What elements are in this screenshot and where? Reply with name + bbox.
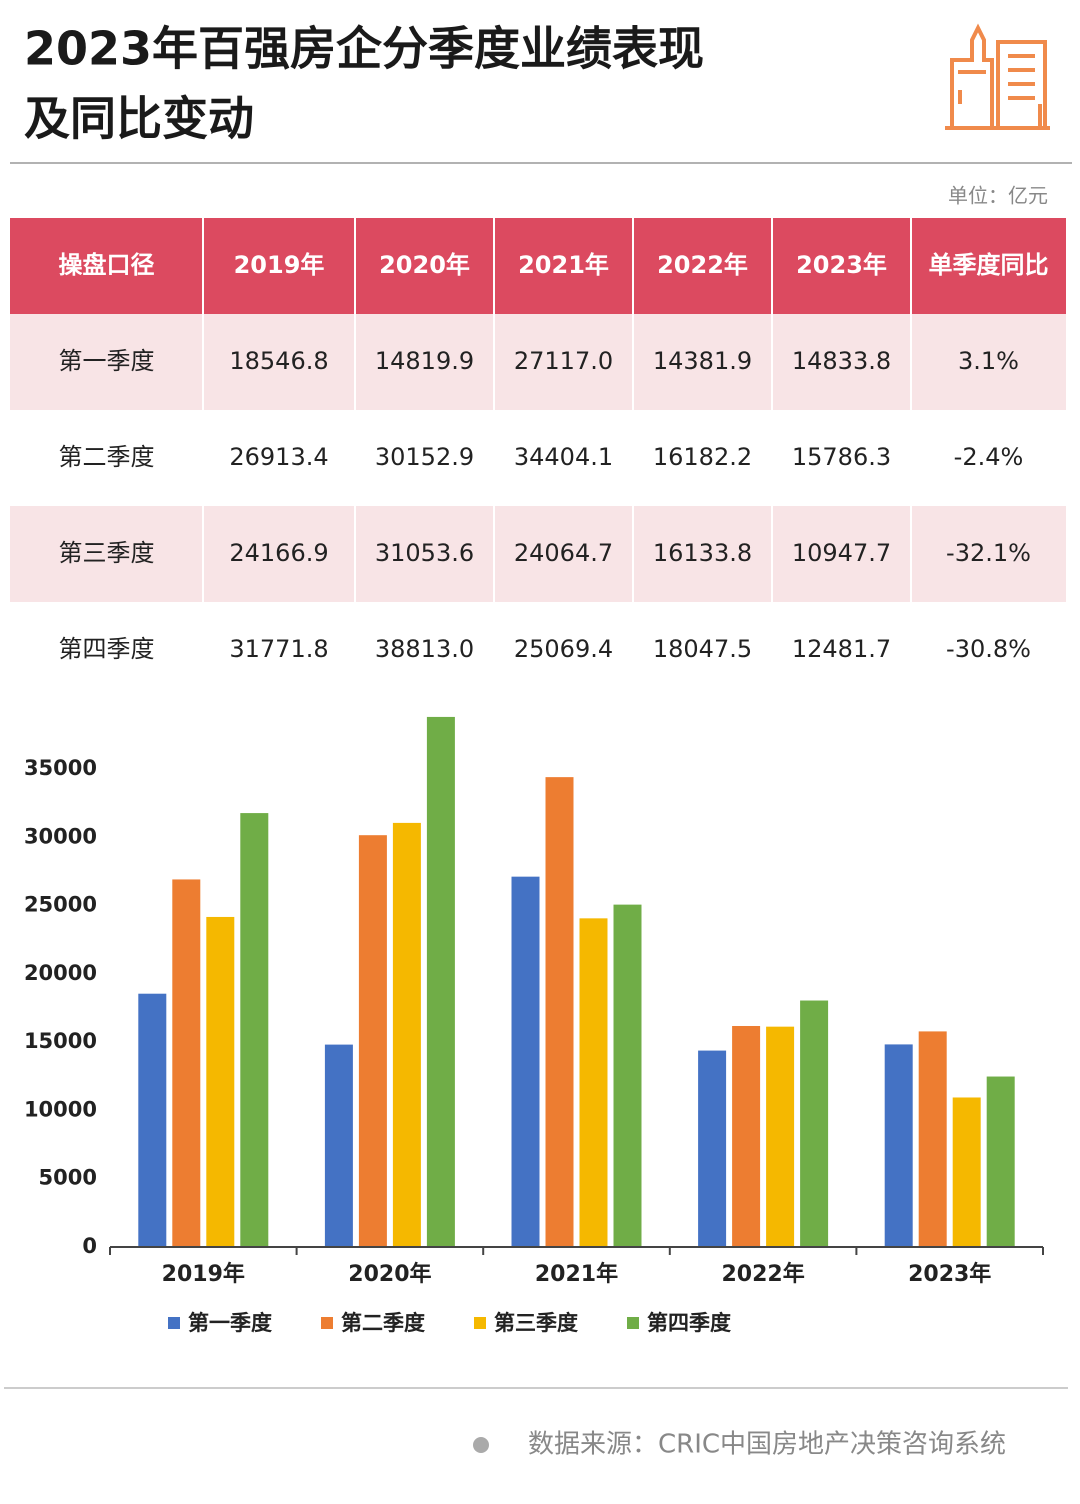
bar	[358, 835, 387, 1247]
legend-swatch	[627, 1317, 639, 1329]
y-tick-label: 35000	[24, 756, 97, 780]
table-cell: 14381.9	[653, 347, 752, 375]
x-tick-label: 2023年	[908, 1261, 991, 1287]
table-cell: 31053.6	[375, 539, 474, 567]
legend-label: 第四季度	[647, 1311, 731, 1335]
source: 数据来源：CRIC中国房地产决策咨询系统	[528, 1430, 1006, 1460]
table-cell: 12481.7	[792, 635, 891, 663]
x-tick-label: 2020年	[348, 1261, 431, 1287]
table-cell: 34404.1	[514, 443, 613, 471]
table-cell: 3.1%	[958, 347, 1019, 375]
y-tick-label: 25000	[24, 893, 97, 917]
x-tick-label: 2019年	[162, 1261, 245, 1287]
bar	[545, 777, 574, 1247]
bar	[884, 1044, 913, 1247]
table-cell: 31771.8	[229, 635, 328, 663]
table-cell: 18047.5	[653, 635, 752, 663]
bars	[138, 716, 1015, 1247]
y-tick-label: 30000	[24, 824, 97, 848]
table-cell: 第三季度	[59, 539, 155, 567]
bar	[579, 918, 608, 1247]
y-tick-label: 0	[82, 1234, 97, 1258]
column-header: 2020年	[379, 251, 470, 279]
column-header: 操盘口径	[59, 251, 155, 279]
table-cell: 第一季度	[59, 347, 155, 375]
legend-label: 第二季度	[341, 1311, 425, 1335]
y-tick-label: 20000	[24, 961, 97, 985]
table-cell: 25069.4	[514, 635, 613, 663]
legend-label: 第一季度	[188, 1311, 272, 1335]
table-cell: 第四季度	[59, 635, 155, 663]
bar	[511, 876, 540, 1247]
column-header: 2021年	[518, 251, 609, 279]
table-header-bg	[10, 218, 1066, 314]
bar	[698, 1050, 727, 1247]
bar	[392, 822, 421, 1247]
legend-swatch	[474, 1317, 486, 1329]
unit: 单位：亿元	[948, 184, 1048, 208]
y-tick-label: 15000	[24, 1029, 97, 1053]
table-cell: 38813.0	[375, 635, 474, 663]
table-cell: 27117.0	[514, 347, 613, 375]
legend-label: 第三季度	[494, 1311, 578, 1335]
title: 及同比变动	[24, 92, 254, 146]
bar	[952, 1097, 981, 1247]
row-bg	[10, 314, 1066, 410]
legend-swatch	[321, 1317, 333, 1329]
legend-swatch	[168, 1317, 180, 1329]
bar	[138, 993, 167, 1247]
table-cell: -32.1%	[946, 539, 1031, 567]
bar	[986, 1076, 1015, 1247]
table-cell: -30.8%	[946, 635, 1031, 663]
table-cell: 24166.9	[229, 539, 328, 567]
y-tick-label: 5000	[39, 1166, 97, 1190]
table-cell: 14833.8	[792, 347, 891, 375]
table-cell: 16133.8	[653, 539, 752, 567]
column-header: 单季度同比	[929, 251, 1049, 279]
table-cell: -2.4%	[954, 443, 1024, 471]
table-cell: 第二季度	[59, 443, 155, 471]
bar	[800, 1000, 829, 1247]
table-cell: 15786.3	[792, 443, 891, 471]
row-bg	[10, 506, 1066, 602]
bar	[766, 1026, 795, 1247]
bar	[324, 1044, 353, 1247]
bar	[613, 904, 642, 1247]
bar	[732, 1025, 761, 1247]
title: 2023年百强房企分季度业绩表现	[24, 22, 704, 76]
bar	[206, 916, 235, 1247]
building-icon	[945, 23, 1050, 130]
y-tick-label: 10000	[24, 1097, 97, 1121]
x-tick-label: 2022年	[721, 1261, 804, 1287]
table-cell: 24064.7	[514, 539, 613, 567]
x-tick-label: 2021年	[535, 1261, 618, 1287]
table-cell: 30152.9	[375, 443, 474, 471]
bar	[918, 1031, 947, 1247]
column-header: 2023年	[796, 251, 887, 279]
table-cell: 16182.2	[653, 443, 752, 471]
column-header: 2022年	[657, 251, 748, 279]
table-cell: 18546.8	[229, 347, 328, 375]
column-header: 2019年	[234, 251, 325, 279]
bar	[172, 879, 201, 1247]
table-cell: 14819.9	[375, 347, 474, 375]
bullet	[473, 1437, 489, 1453]
bar	[426, 716, 455, 1247]
table-cell: 26913.4	[229, 443, 328, 471]
bar	[240, 813, 269, 1247]
chart: 0 5000 10000 15000 20000 25000 30000 35000 2019年…	[24, 716, 1044, 1335]
table-cell: 10947.7	[792, 539, 891, 567]
